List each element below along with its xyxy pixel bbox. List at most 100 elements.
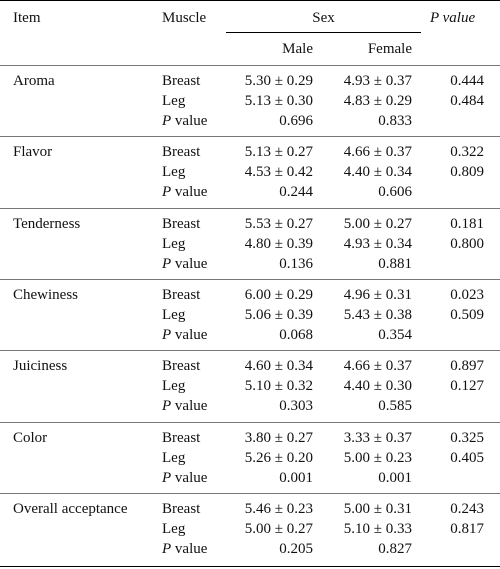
p-value-cell: 0.127 (450, 378, 484, 394)
muscle-cell: Breast (162, 144, 201, 160)
female-cell: 4.93 ± 0.37 (343, 73, 412, 89)
muscle-cell: Leg (162, 164, 186, 180)
group-divider (0, 493, 500, 494)
male-cell: 0.001 (279, 470, 313, 486)
table-bottom-rule (0, 566, 500, 567)
female-cell: 5.00 ± 0.31 (343, 501, 412, 517)
muscle-cell: P value (162, 470, 208, 486)
male-cell: 5.13 ± 0.27 (244, 144, 313, 160)
female-cell: 5.10 ± 0.33 (343, 521, 412, 537)
p-value-cell: 0.800 (450, 236, 484, 252)
male-cell: 0.136 (279, 256, 313, 272)
table-top-rule (0, 0, 500, 1)
muscle-cell: Breast (162, 358, 201, 374)
female-cell: 4.40 ± 0.30 (343, 378, 412, 394)
male-cell: 3.80 ± 0.27 (244, 430, 313, 446)
p-value-cell: 0.243 (450, 501, 484, 517)
p-value-cell: 0.023 (450, 287, 484, 303)
item-label: Overall acceptance (13, 501, 128, 517)
male-cell: 5.53 ± 0.27 (244, 216, 313, 232)
header-rule (0, 65, 500, 66)
header-p-value-text: P value (430, 10, 476, 26)
item-label: Juiciness (13, 358, 68, 374)
muscle-cell: Breast (162, 216, 201, 232)
muscle-cell: Breast (162, 73, 201, 89)
male-cell: 5.00 ± 0.27 (244, 521, 313, 537)
item-label: Flavor (13, 144, 53, 160)
p-value-cell: 0.809 (450, 164, 484, 180)
female-cell: 0.001 (378, 470, 412, 486)
muscle-cell: Leg (162, 450, 186, 466)
sex-span-rule (226, 32, 421, 33)
item-label: Tenderness (13, 216, 81, 232)
male-cell: 0.205 (279, 541, 313, 557)
male-cell: 6.00 ± 0.29 (244, 287, 313, 303)
male-cell: 5.06 ± 0.39 (244, 307, 313, 323)
female-cell: 5.00 ± 0.27 (343, 216, 412, 232)
p-value-cell: 0.484 (450, 93, 484, 109)
header-item: Item (13, 10, 41, 26)
female-cell: 0.833 (378, 113, 412, 129)
male-cell: 5.26 ± 0.20 (244, 450, 313, 466)
female-cell: 3.33 ± 0.37 (343, 430, 412, 446)
muscle-cell: P value (162, 327, 208, 343)
male-cell: 5.30 ± 0.29 (244, 73, 313, 89)
p-value-cell: 0.325 (450, 430, 484, 446)
male-cell: 5.13 ± 0.30 (244, 93, 313, 109)
p-value-cell: 0.181 (450, 216, 484, 232)
male-cell: 4.60 ± 0.34 (244, 358, 313, 374)
muscle-cell: Leg (162, 236, 186, 252)
male-cell: 0.696 (279, 113, 313, 129)
female-cell: 0.606 (378, 184, 412, 200)
header-sex: Sex (312, 10, 335, 26)
male-cell: 5.10 ± 0.32 (244, 378, 313, 394)
female-cell: 4.83 ± 0.29 (343, 93, 412, 109)
female-cell: 4.66 ± 0.37 (343, 144, 412, 160)
header-p-value: P value (430, 9, 475, 27)
male-cell: 4.53 ± 0.42 (244, 164, 313, 180)
male-cell: 0.068 (279, 327, 313, 343)
muscle-cell: P value (162, 398, 208, 414)
group-divider (0, 136, 500, 137)
p-value-cell: 0.444 (450, 73, 484, 89)
female-cell: 4.66 ± 0.37 (343, 358, 412, 374)
female-cell: 0.354 (378, 327, 412, 343)
female-cell: 4.40 ± 0.34 (343, 164, 412, 180)
p-value-cell: 0.897 (450, 358, 484, 374)
muscle-cell: Breast (162, 287, 201, 303)
muscle-cell: P value (162, 541, 208, 557)
female-cell: 0.881 (378, 256, 412, 272)
female-cell: 5.43 ± 0.38 (343, 307, 412, 323)
female-cell: 0.585 (378, 398, 412, 414)
p-value-cell: 0.817 (450, 521, 484, 537)
muscle-cell: P value (162, 113, 208, 129)
item-label: Aroma (13, 73, 55, 89)
group-divider (0, 279, 500, 280)
item-label: Chewiness (13, 287, 78, 303)
header-muscle: Muscle (162, 10, 207, 26)
male-cell: 5.46 ± 0.23 (244, 501, 313, 517)
female-cell: 0.827 (378, 541, 412, 557)
p-value-cell: 0.405 (450, 450, 484, 466)
p-value-cell: 0.509 (450, 307, 484, 323)
muscle-cell: Leg (162, 307, 186, 323)
muscle-cell: Leg (162, 378, 186, 394)
female-cell: 5.00 ± 0.23 (343, 450, 412, 466)
male-cell: 4.80 ± 0.39 (244, 236, 313, 252)
muscle-cell: P value (162, 184, 208, 200)
muscle-cell: Breast (162, 430, 201, 446)
female-cell: 4.93 ± 0.34 (343, 236, 412, 252)
muscle-cell: Leg (162, 521, 186, 537)
group-divider (0, 350, 500, 351)
group-divider (0, 208, 500, 209)
p-value-cell: 0.322 (450, 144, 484, 160)
muscle-cell: Leg (162, 93, 186, 109)
muscle-cell: Breast (162, 501, 201, 517)
item-label: Color (13, 430, 48, 446)
male-cell: 0.244 (279, 184, 313, 200)
female-cell: 4.96 ± 0.31 (343, 287, 412, 303)
header-male: Male (282, 41, 313, 57)
header-female: Female (367, 41, 412, 57)
male-cell: 0.303 (279, 398, 313, 414)
